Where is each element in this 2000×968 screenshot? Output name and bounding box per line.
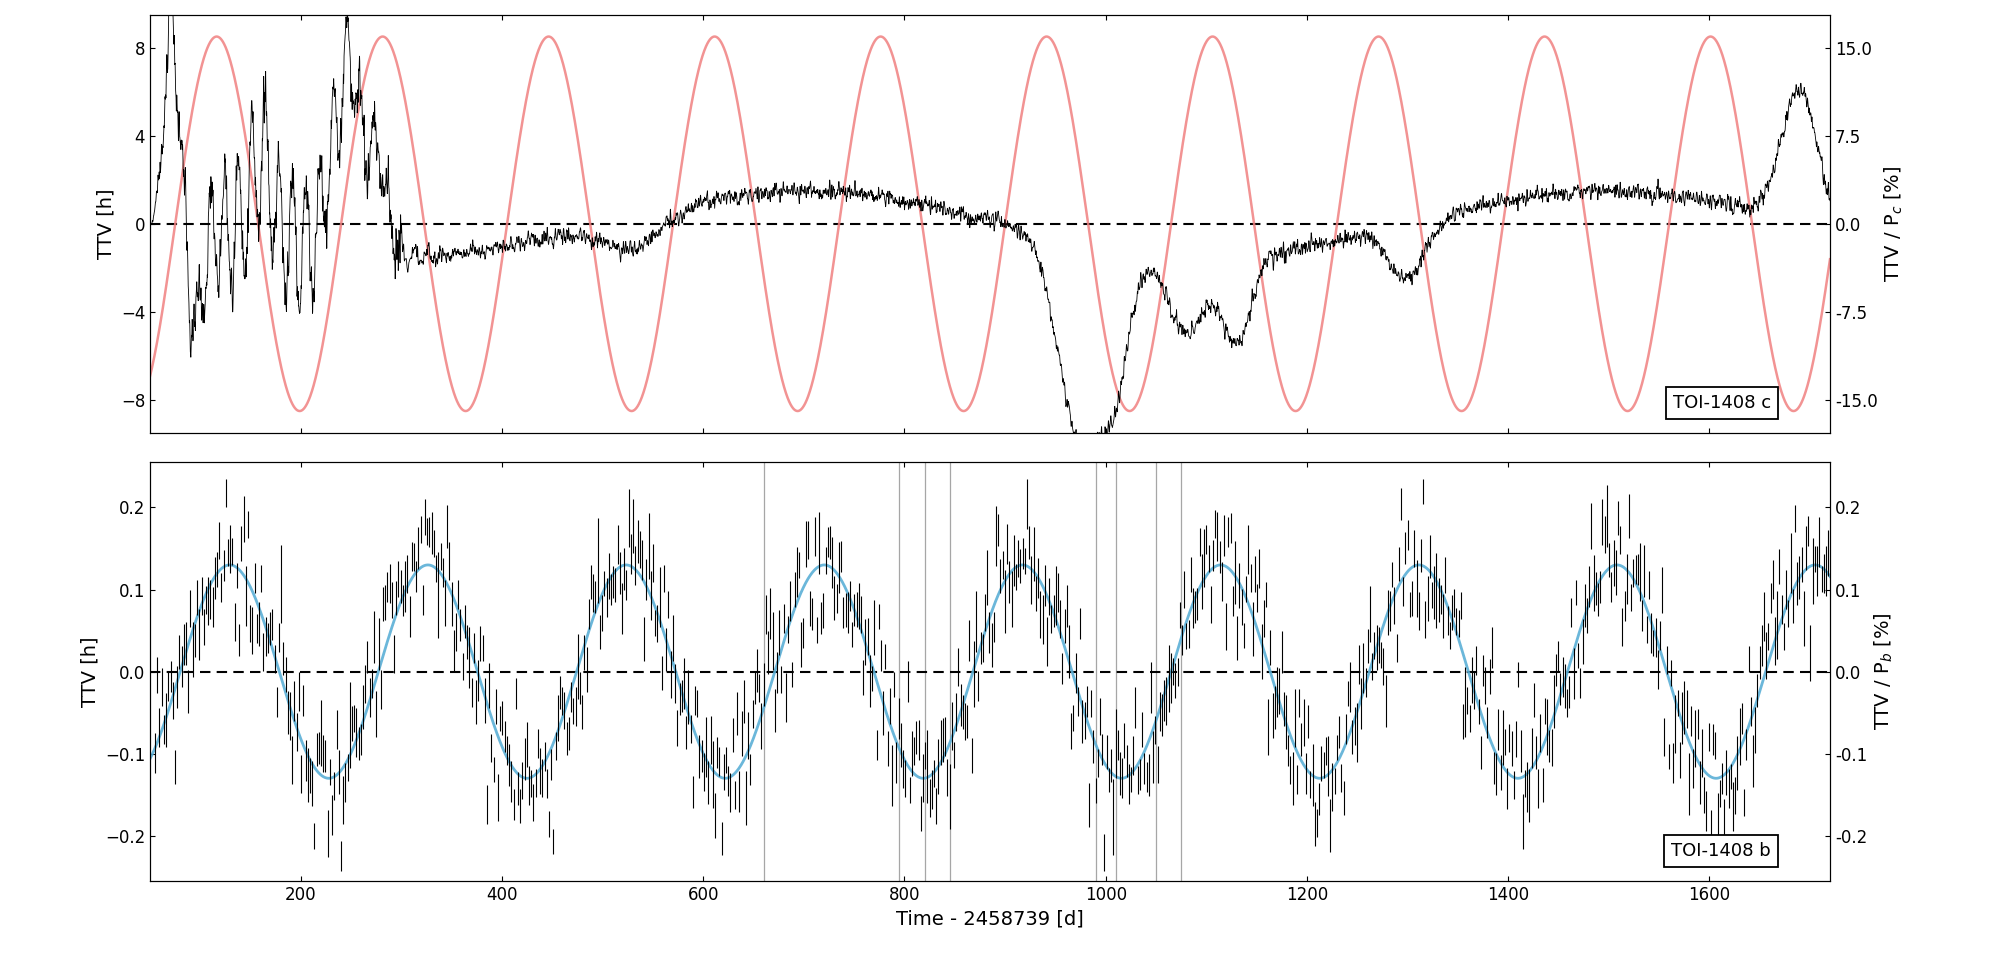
X-axis label: Time - 2458739 [d]: Time - 2458739 [d] xyxy=(896,909,1084,928)
Y-axis label: TTV / P$_c$ [%]: TTV / P$_c$ [%] xyxy=(1884,166,1906,282)
Text: TOI-1408 b: TOI-1408 b xyxy=(1672,842,1772,860)
Y-axis label: TTV / P$_b$ [%]: TTV / P$_b$ [%] xyxy=(1872,613,1894,731)
Y-axis label: TTV [h]: TTV [h] xyxy=(96,189,116,259)
Y-axis label: TTV [h]: TTV [h] xyxy=(80,636,100,707)
Text: TOI-1408 c: TOI-1408 c xyxy=(1674,394,1772,412)
